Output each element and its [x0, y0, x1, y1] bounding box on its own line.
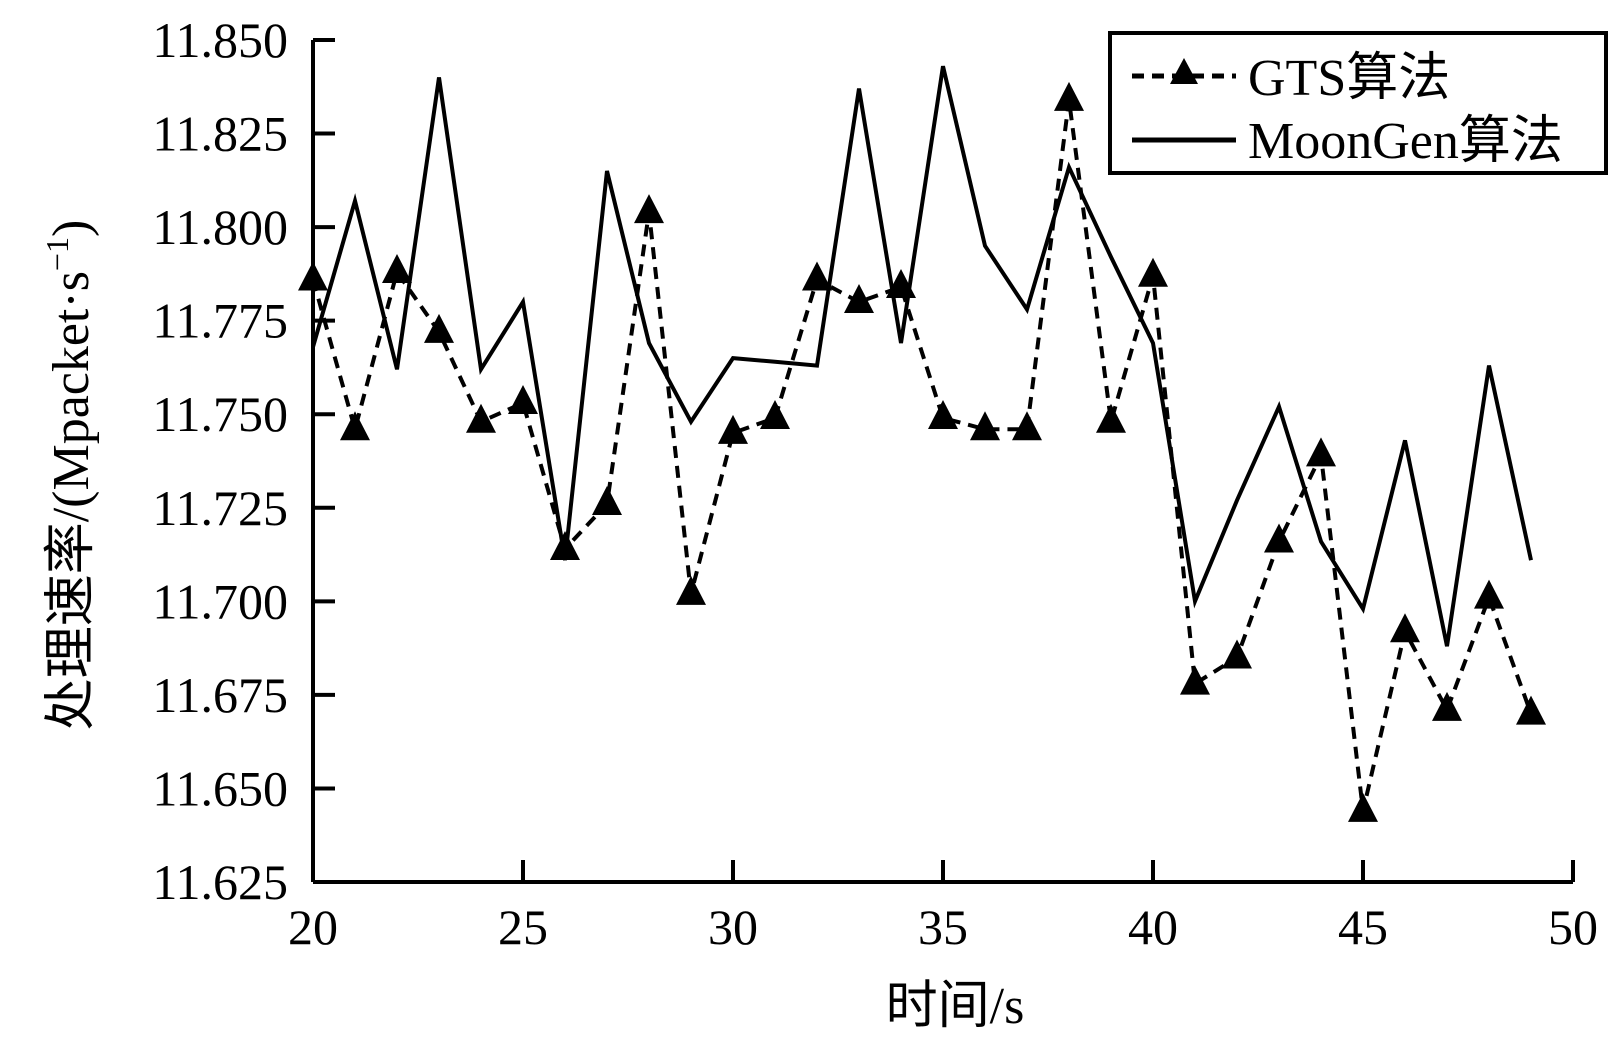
legend-gts-marker: [1170, 58, 1198, 84]
y-tick-label: 11.775: [152, 293, 288, 349]
x-tick-label: 20: [288, 899, 338, 955]
gts-data-point: [424, 313, 454, 343]
y-tick-label: 11.850: [152, 12, 288, 68]
gts-data-point: [1390, 613, 1420, 643]
x-tick-label: 50: [1548, 899, 1598, 955]
x-tick-label: 35: [918, 899, 968, 955]
x-tick-label: 40: [1128, 899, 1178, 955]
gts-data-point: [508, 384, 538, 414]
series-moongen: [311, 65, 1533, 647]
y-tick-label: 11.650: [152, 760, 288, 816]
gts-data-point: [1264, 523, 1294, 553]
gts-data-point: [1516, 695, 1546, 725]
gts-data-point: [718, 414, 748, 444]
gts-data-point: [298, 261, 328, 291]
gts-data-point: [844, 283, 874, 313]
legend-gts-label: GTS算法: [1248, 50, 1450, 107]
gts-data-point: [1222, 639, 1252, 669]
gts-data-point: [592, 486, 622, 516]
y-tick-label: 11.625: [152, 854, 288, 910]
gts-data-point: [1306, 437, 1336, 467]
y-axis-title-superscript: −1: [39, 237, 75, 271]
gts-data-point: [1012, 411, 1042, 441]
legend-moongen-label: MoonGen算法: [1248, 113, 1563, 170]
y-axis-title: 处理速率/(Mpacket·s−1): [39, 220, 100, 731]
y-tick-label: 11.825: [152, 106, 288, 162]
x-axis-title: 时间/s: [886, 978, 1025, 1035]
x-tick-label: 45: [1338, 899, 1388, 955]
y-axis-title-main: 处理速率/(Mpacket·s: [43, 271, 100, 730]
gts-data-point: [676, 575, 706, 605]
gts-data-point: [1180, 665, 1210, 695]
y-tick-label: 11.750: [152, 386, 288, 442]
legend-box: [1108, 31, 1608, 175]
gts-data-point: [1474, 579, 1504, 609]
gts-data-point: [382, 254, 412, 284]
gts-data-point: [1054, 81, 1084, 111]
legend: GTS算法 MoonGen算法: [1108, 31, 1608, 175]
y-tick-label: 11.700: [152, 573, 288, 629]
gts-data-point: [340, 411, 370, 441]
gts-data-point: [928, 399, 958, 429]
gts-data-point: [1348, 792, 1378, 822]
gts-data-point: [634, 194, 664, 224]
axes: 11.625 11.650 11.675 11.700 11.725 11.750 11.7…: [152, 12, 1598, 955]
y-tick-label: 11.675: [152, 667, 288, 723]
y-axis-title-close: ): [43, 220, 100, 237]
gts-data-point: [1432, 691, 1462, 721]
x-tick-label: 30: [708, 899, 758, 955]
y-tick-label: 11.800: [152, 199, 288, 255]
x-tick-label: 25: [498, 899, 548, 955]
gts-data-point: [760, 399, 790, 429]
gts-data-point: [1096, 403, 1126, 433]
gts-data-point: [1138, 257, 1168, 287]
gts-data-point: [466, 403, 496, 433]
gts-data-point: [802, 261, 832, 291]
moongen-series-line: [311, 65, 1533, 647]
y-tick-label: 11.725: [152, 480, 288, 536]
gts-data-point: [970, 411, 1000, 441]
series-layer: [298, 65, 1546, 822]
series-gts: [298, 81, 1546, 822]
